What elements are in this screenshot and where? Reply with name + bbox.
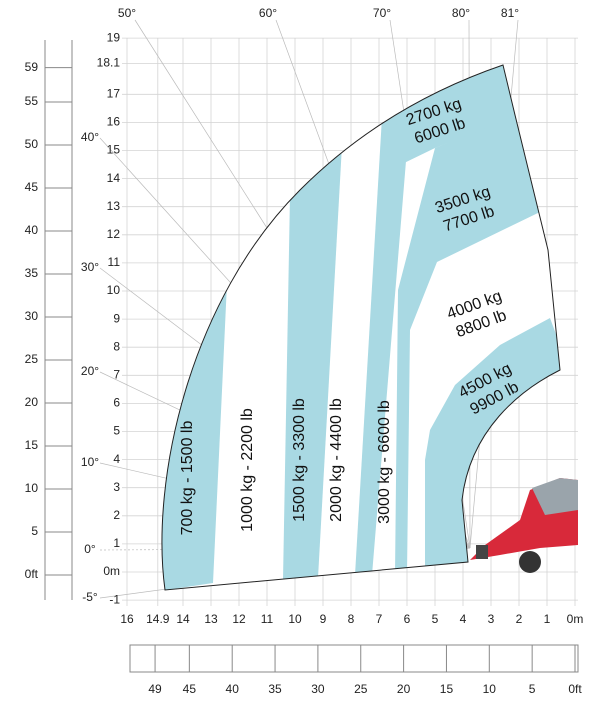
angle-label: 60° [259, 6, 277, 20]
reach-label: 9 [320, 612, 327, 626]
ft-label: 5 [31, 524, 38, 538]
ft-label: 35 [268, 682, 282, 696]
ft-label: 50 [25, 137, 39, 151]
ft-label: 10 [25, 481, 39, 495]
ft-label: 15 [440, 682, 454, 696]
height-label: 9 [113, 311, 120, 325]
angle-label: 30° [81, 260, 99, 274]
height-label: 3 [113, 480, 120, 494]
zone-label: 700 kg - 1500 lb [179, 421, 196, 536]
reach-label: 13 [204, 612, 218, 626]
angle-label: 80° [452, 6, 470, 20]
envelope [161, 64, 561, 591]
reach-label: 2 [516, 612, 523, 626]
height-label: 4 [113, 452, 120, 466]
angle-label: 0° [84, 542, 96, 556]
ft-label: 30 [311, 682, 325, 696]
height-label: 11 [108, 255, 121, 269]
reach-label: 0m [567, 612, 584, 626]
reach-label: 14.9 [146, 612, 170, 626]
ft-label: 0ft [25, 567, 39, 581]
angle-label: 10° [81, 455, 99, 469]
reach-label: 5 [432, 612, 439, 626]
wheel [519, 551, 541, 573]
angle-label: 40° [81, 130, 99, 144]
reach-label: 3 [488, 612, 495, 626]
height-label: -1 [109, 592, 120, 606]
reach-label: 6 [404, 612, 411, 626]
angle-label: 50° [118, 6, 136, 20]
ft-label: 25 [354, 682, 368, 696]
reach-label: 4 [460, 612, 467, 626]
height-label: 12 [107, 227, 121, 241]
reach-label: 16 [120, 612, 134, 626]
ft-label: 5 [529, 682, 536, 696]
ft-label: 35 [25, 266, 39, 280]
height-label: 6 [113, 396, 120, 410]
height-label: 17 [107, 86, 121, 100]
reach-label: 8 [348, 612, 355, 626]
height-label: 10 [107, 283, 121, 297]
height-label: 1 [113, 536, 120, 550]
height-label: 14 [107, 171, 121, 185]
zone-band [395, 115, 540, 575]
reach-label: 7 [376, 612, 383, 626]
ft-label: 59 [25, 60, 39, 74]
reach-label: 11 [261, 612, 274, 626]
angle-label: -5° [82, 590, 98, 604]
reach-label: 10 [288, 612, 302, 626]
reach-label: 1 [544, 612, 551, 626]
reach-label: 14 [176, 612, 190, 626]
angle-label: 70° [373, 6, 391, 20]
ft-label: 40 [226, 682, 240, 696]
ft-label: 10 [483, 682, 497, 696]
ft-scale-box [129, 644, 579, 673]
reach-label: 12 [232, 612, 246, 626]
height-label: 5 [113, 424, 120, 438]
ft-label: 40 [25, 223, 39, 237]
zone-label: 1000 kg - 2200 lb [239, 408, 256, 532]
machine [470, 478, 578, 573]
zone-band [395, 65, 520, 165]
height-label: 8 [113, 339, 120, 353]
machine-cab [532, 478, 578, 515]
ft-label: 20 [397, 682, 411, 696]
ft-label: 49 [148, 682, 162, 696]
ft-label: 30 [25, 309, 39, 323]
angle-label: 81° [501, 6, 519, 20]
angle-label: 20° [81, 364, 99, 378]
ft-label: 15 [25, 438, 39, 452]
height-label: 16 [107, 115, 121, 129]
height-label: 18.1 [97, 56, 121, 70]
ft-label: 55 [25, 94, 39, 108]
ft-label: 45 [183, 682, 197, 696]
ft-label: 45 [25, 180, 39, 194]
zone-band [355, 88, 412, 575]
height-label: 7 [113, 367, 120, 381]
zone-band [283, 145, 342, 580]
fork [476, 545, 488, 559]
zone-label: 1500 kg - 3300 lb [291, 398, 308, 522]
height-label: 13 [107, 199, 121, 213]
zone-band [425, 318, 561, 575]
ft-label: 20 [25, 395, 39, 409]
zone-label: 2000 kg - 4400 lb [328, 398, 345, 522]
zone-label: 3000 kg - 6600 lb [376, 400, 393, 524]
ft-label: 0ft [568, 682, 582, 696]
height-label: 15 [107, 143, 121, 157]
height-label: 0m [103, 564, 120, 578]
height-label: 19 [107, 30, 121, 44]
ft-label: 25 [25, 352, 39, 366]
height-label: 2 [113, 508, 120, 522]
